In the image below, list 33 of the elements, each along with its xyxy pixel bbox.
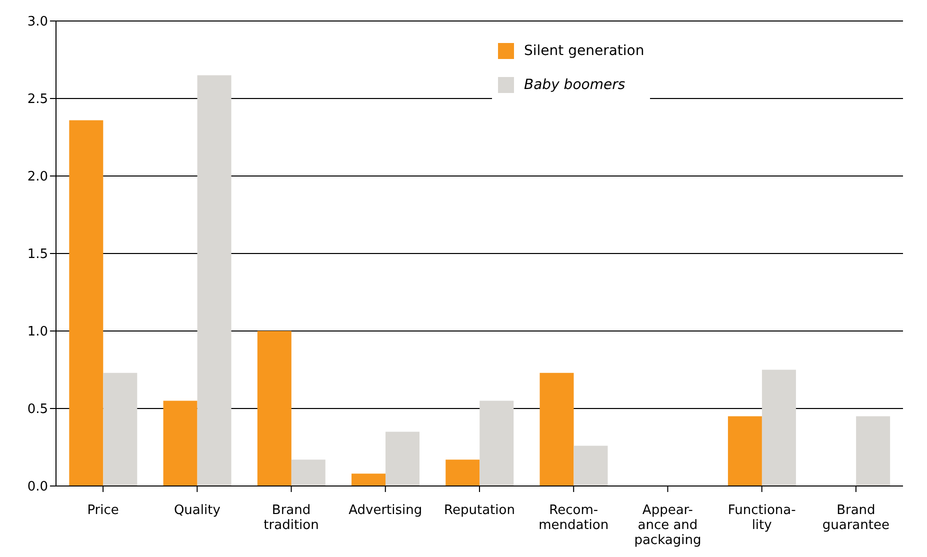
y-tick-label: 0.5 [27, 402, 48, 418]
legend-label: Silent generation [524, 43, 644, 59]
bar [103, 372, 138, 486]
bar [856, 416, 890, 486]
x-tick-label: Quality [174, 503, 221, 518]
x-tick-label: Appear- ance and packaging [634, 503, 702, 548]
bar [480, 400, 514, 486]
x-tick-label: Brand tradition [264, 503, 319, 533]
bar [352, 474, 386, 486]
y-tick-label: 2.5 [27, 92, 48, 108]
bar [291, 460, 326, 486]
y-tick-label: 3.0 [27, 14, 48, 30]
x-tick-label: Functiona- lity [728, 503, 796, 533]
y-tick-label: 2.0 [27, 170, 48, 185]
bar [257, 331, 292, 486]
y-tick-label: 0.0 [27, 480, 48, 495]
bar [446, 460, 480, 486]
bar [386, 432, 420, 486]
bar [163, 400, 198, 486]
bar [540, 372, 574, 486]
legend-label: Baby boomers [524, 77, 626, 93]
x-tick-label: Price [87, 503, 119, 518]
x-tick-label: Reputation [444, 503, 515, 518]
x-tick-label: Brand guarantee [822, 503, 890, 533]
x-tick-label: Recom- mendation [538, 503, 609, 533]
y-tick-label: 1.0 [27, 324, 48, 340]
x-tick-label: Advertising [348, 503, 422, 518]
bar [197, 75, 232, 486]
bar [574, 446, 608, 486]
bar [728, 416, 762, 486]
y-tick-label: 1.5 [27, 247, 48, 262]
bar [69, 120, 104, 486]
bar [762, 370, 796, 486]
